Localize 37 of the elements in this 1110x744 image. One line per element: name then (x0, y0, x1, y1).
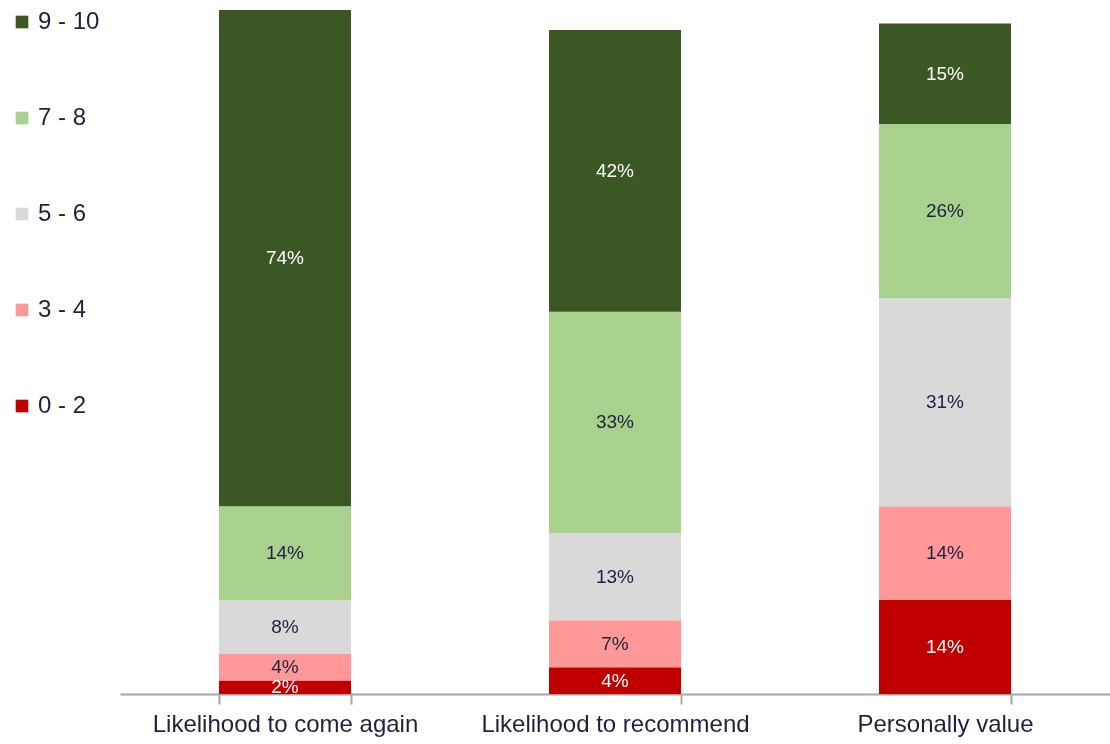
data-label: 4% (601, 669, 629, 691)
bar (549, 620, 681, 668)
bar (879, 506, 1011, 601)
bar (219, 653, 351, 681)
data-label: 13% (595, 565, 635, 587)
bar (219, 10, 351, 507)
bar (549, 667, 681, 694)
data-label: 14% (265, 542, 305, 564)
bar (879, 298, 1011, 507)
x-tick-label: Likelihood to recommend (481, 709, 750, 737)
data-label: 33% (595, 411, 635, 433)
bar (549, 533, 681, 621)
x-tick-label: Personally value (857, 709, 1034, 737)
legend-label: 7 - 8 (38, 103, 87, 130)
data-label: 15% (925, 62, 965, 84)
x-tick-label: Likelihood to come again (152, 709, 419, 737)
bar (549, 311, 681, 534)
data-label: 42% (595, 159, 635, 181)
data-label: 4% (271, 656, 299, 678)
bar (879, 600, 1011, 694)
data-label: 14% (925, 542, 965, 564)
data-label: 31% (925, 391, 965, 413)
legend-label: 5 - 6 (38, 199, 87, 226)
bar (549, 30, 681, 312)
legend-label: 0 - 2 (38, 391, 87, 418)
legend-label: 3 - 4 (38, 295, 87, 322)
bar (879, 23, 1011, 124)
data-label: 26% (925, 200, 965, 222)
data-label: 2% (271, 676, 299, 698)
bar (219, 600, 351, 654)
data-label: 74% (265, 247, 305, 269)
data-label: 7% (601, 632, 629, 654)
bar (219, 506, 351, 601)
legend-label: 9 - 10 (38, 7, 100, 34)
data-label: 14% (925, 636, 965, 658)
data-label: 8% (271, 615, 299, 637)
bar (879, 124, 1011, 299)
